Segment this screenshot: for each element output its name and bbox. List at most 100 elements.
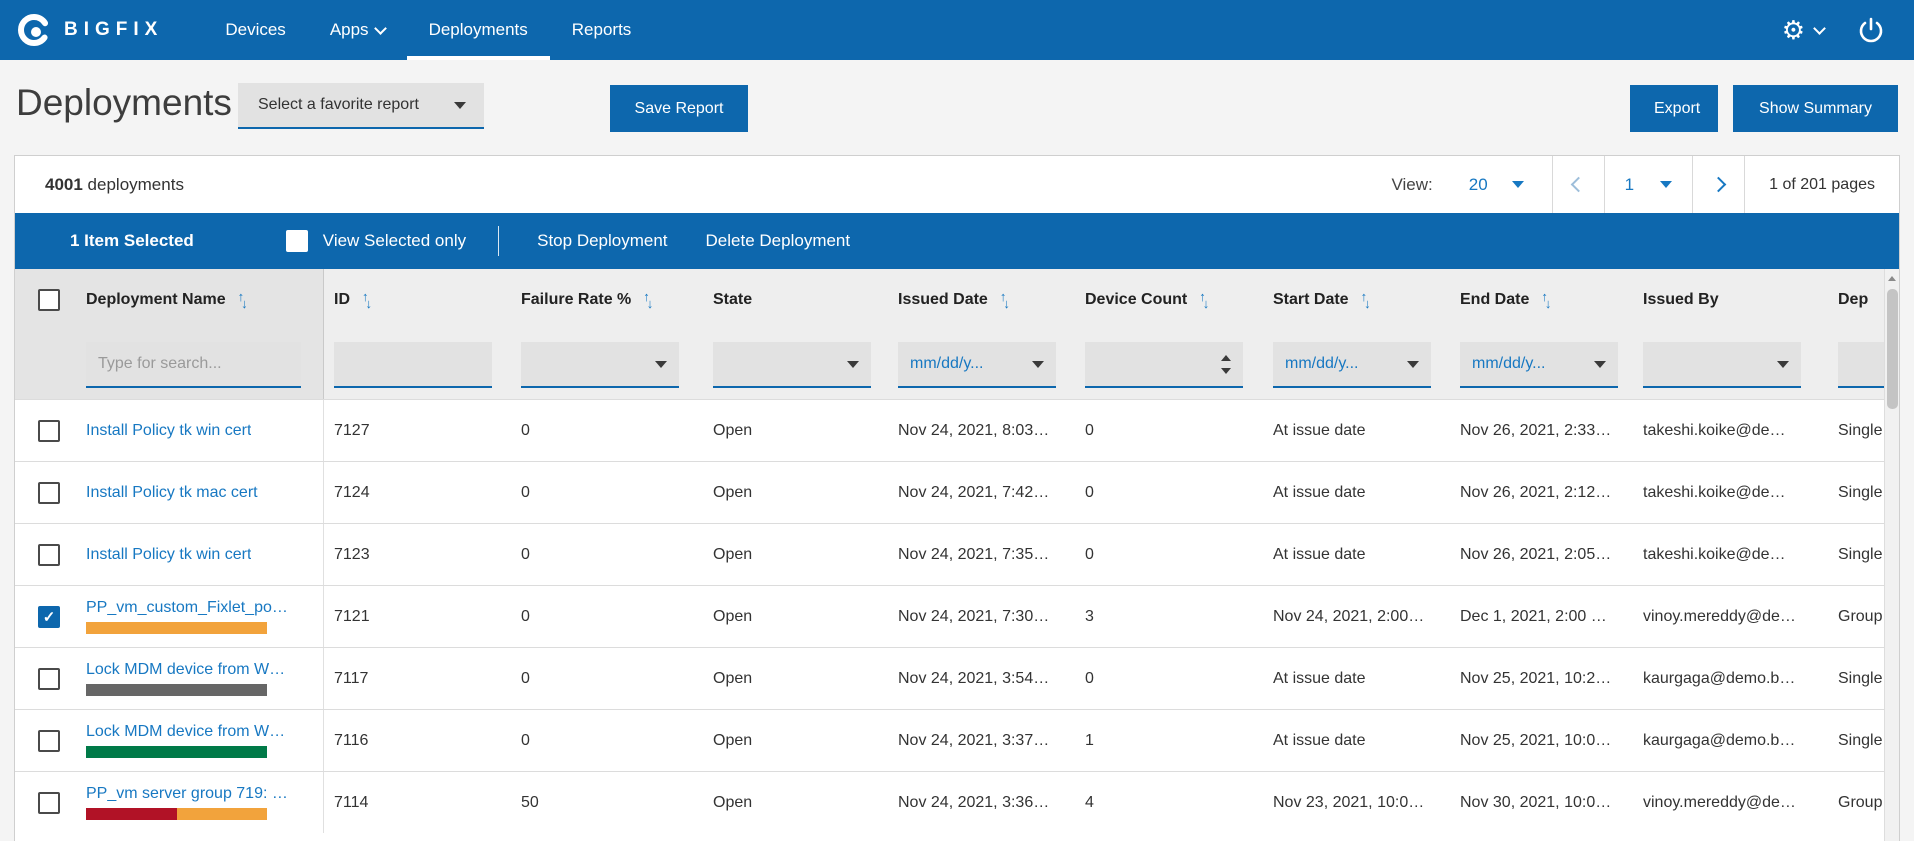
end-date-filter[interactable]: mm/dd/y... [1460, 342, 1618, 388]
top-nav: BIGFIX Devices Apps Deployments Reports … [0, 0, 1914, 60]
deployment-status-bar [86, 808, 267, 820]
nav-item-devices[interactable]: Devices [225, 20, 286, 39]
page-number-select[interactable]: 1 [1603, 156, 1692, 213]
cell-end-date: Nov 26, 2021, 2:05… [1460, 545, 1612, 563]
cell-id: 7124 [334, 483, 370, 501]
settings-menu[interactable]: ⚙ [1781, 15, 1826, 45]
row-checkbox[interactable] [38, 543, 60, 566]
row-checkbox[interactable] [38, 481, 60, 504]
brand-name: BIGFIX [64, 19, 164, 40]
cell-issued-date: Nov 24, 2021, 7:35… [898, 545, 1050, 563]
issued-by-filter-select[interactable] [1643, 342, 1801, 388]
cell-id: 7127 [334, 421, 370, 439]
nav-item-apps[interactable]: Apps [308, 0, 407, 60]
cell-failure-rate: 50 [521, 793, 539, 811]
scroll-up-button[interactable] [1885, 269, 1899, 287]
deployment-type-filter[interactable] [1838, 342, 1885, 388]
view-selected-label[interactable]: View Selected only [322, 231, 467, 250]
cell-deployment-type: Single [1838, 545, 1883, 563]
deployment-name-link[interactable]: PP_vm_custom_Fixlet_po… [86, 599, 288, 616]
col-header-deployment-name[interactable]: Deployment Name ↑↓ [76, 269, 324, 331]
col-header-failure-rate[interactable]: Failure Rate % ↑↓ [521, 288, 653, 311]
deployment-name-link[interactable]: Lock MDM device from W… [86, 723, 286, 740]
cell-issued-by: kaurgaga@demo.b… [1643, 669, 1796, 687]
nav-item-reports[interactable]: Reports [571, 20, 632, 39]
caret-down-icon [1777, 360, 1789, 368]
cell-end-date: Nov 25, 2021, 10:0… [1460, 731, 1612, 749]
save-report-button[interactable]: Save Report [610, 85, 748, 132]
view-selected-checkbox[interactable] [285, 230, 308, 252]
start-date-filter[interactable]: mm/dd/y... [1273, 342, 1431, 388]
cell-state: Open [713, 421, 753, 439]
bigfix-logo-icon [18, 14, 50, 46]
cell-state: Open [713, 793, 753, 811]
delete-deployment-button[interactable]: Delete Deployment [705, 231, 851, 250]
deployment-name-link[interactable]: PP_vm server group 719: … [86, 785, 288, 802]
failure-rate-filter-select[interactable] [521, 342, 679, 388]
deployment-name-link[interactable]: Install Policy tk win cert [86, 421, 252, 439]
name-search-input[interactable]: Type for search... [86, 342, 301, 388]
stop-deployment-button[interactable]: Stop Deployment [537, 231, 668, 250]
stepper-arrows-icon[interactable] [1221, 354, 1231, 374]
id-filter-input[interactable] [334, 342, 492, 388]
deployment-name-link[interactable]: Lock MDM device from W… [86, 661, 286, 678]
cell-issued-by: vinoy.mereddy@de… [1643, 793, 1796, 811]
sort-icon[interactable]: ↑↓ [643, 288, 653, 311]
cell-issued-date: Nov 24, 2021, 3:36… [898, 793, 1050, 811]
gear-icon: ⚙ [1781, 15, 1805, 45]
cell-id: 7114 [334, 793, 369, 811]
prev-page-button[interactable] [1551, 156, 1604, 213]
next-page-button[interactable] [1692, 156, 1744, 213]
cell-device-count: 4 [1085, 793, 1094, 811]
device-count-filter-stepper[interactable] [1085, 342, 1243, 388]
vertical-scrollbar[interactable] [1884, 269, 1899, 841]
scrollbar-thumb[interactable] [1887, 289, 1898, 409]
deployment-name-link[interactable]: Install Policy tk mac cert [86, 483, 258, 501]
row-checkbox[interactable] [38, 729, 60, 752]
sort-icon[interactable]: ↑↓ [1541, 288, 1551, 311]
chevron-down-icon [1813, 21, 1826, 35]
cell-deployment-type: Single [1838, 483, 1883, 501]
chevron-down-icon [373, 21, 387, 35]
export-button[interactable]: Export [1630, 85, 1718, 132]
caret-down-icon [1594, 360, 1606, 368]
col-header-start-date[interactable]: Start Date ↑↓ [1273, 288, 1371, 311]
favorite-report-select[interactable]: Select a favorite report [238, 83, 484, 129]
nav-item-deployments[interactable]: Deployments [406, 0, 550, 60]
logout-button[interactable] [1858, 17, 1884, 43]
state-filter-select[interactable] [713, 342, 871, 388]
col-header-deployment-type: Dep [1838, 291, 1869, 308]
col-header-end-date[interactable]: End Date ↑↓ [1460, 288, 1551, 311]
row-checkbox[interactable]: ✓ [38, 605, 60, 628]
cell-issued-by: vinoy.mereddy@de… [1643, 607, 1796, 625]
row-checkbox[interactable] [38, 419, 60, 442]
issued-date-filter[interactable]: mm/dd/y... [898, 342, 1056, 388]
cell-deployment-type: Single [1838, 669, 1883, 687]
brand[interactable]: BIGFIX [0, 0, 203, 60]
cell-end-date: Dec 1, 2021, 2:00 … [1460, 607, 1607, 625]
col-header-id[interactable]: ID ↑↓ [334, 288, 372, 311]
sort-icon[interactable]: ↑↓ [362, 288, 372, 311]
cell-device-count: 1 [1085, 731, 1094, 749]
deployment-name-link[interactable]: Install Policy tk win cert [86, 545, 252, 563]
row-checkbox[interactable] [38, 667, 60, 690]
cell-start-date: At issue date [1273, 669, 1366, 687]
sort-icon[interactable]: ↑↓ [237, 288, 248, 311]
col-header-issued-date[interactable]: Issued Date ↑↓ [898, 288, 1010, 311]
sort-icon[interactable]: ↑↓ [1199, 288, 1209, 311]
cell-issued-by: takeshi.koike@de… [1643, 483, 1786, 501]
page-size-select[interactable]: 20 [1469, 175, 1524, 195]
cell-state: Open [713, 483, 753, 501]
caret-down-icon [655, 360, 667, 368]
caret-down-icon [1660, 181, 1673, 188]
sort-icon[interactable]: ↑↓ [1360, 288, 1371, 311]
cell-state: Open [713, 731, 753, 749]
sort-icon[interactable]: ↑↓ [999, 288, 1010, 311]
show-summary-button[interactable]: Show Summary [1733, 85, 1898, 132]
cell-start-date: At issue date [1273, 731, 1366, 749]
row-checkbox[interactable] [38, 791, 60, 814]
select-all-checkbox[interactable] [38, 289, 60, 311]
page-header: Deployments Select a favorite report Sav… [0, 60, 1914, 155]
cell-state: Open [713, 607, 753, 625]
col-header-device-count[interactable]: Device Count ↑↓ [1085, 288, 1209, 311]
